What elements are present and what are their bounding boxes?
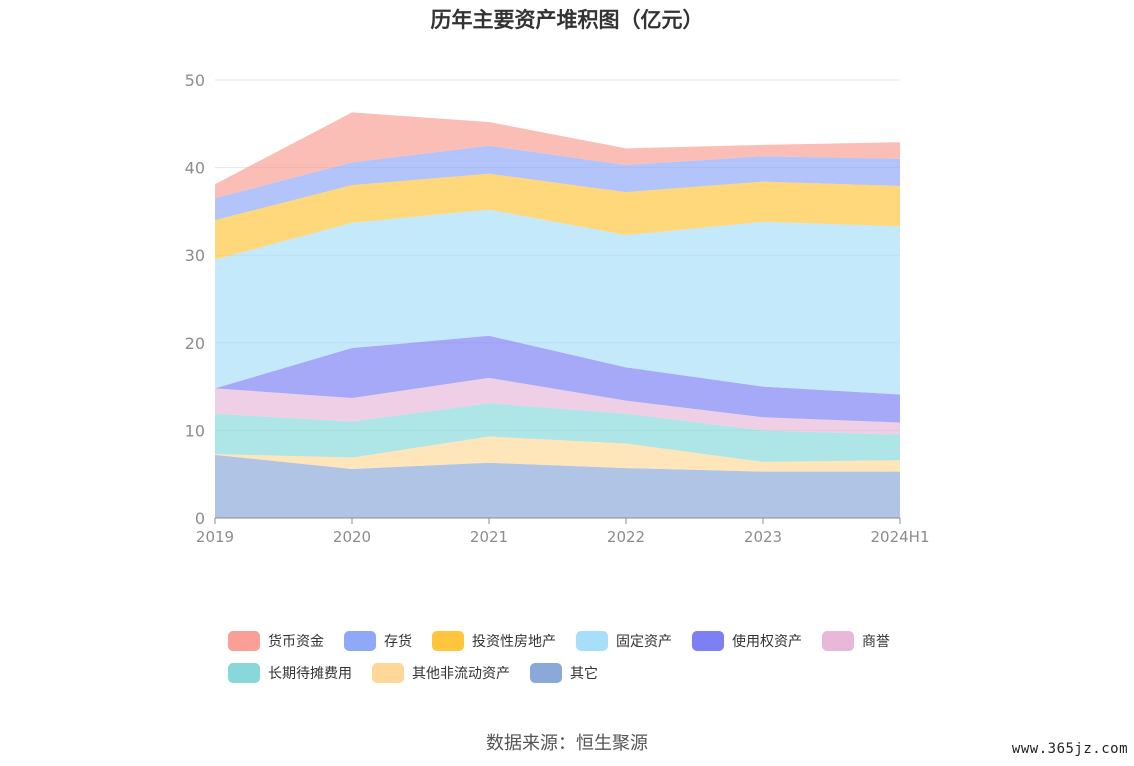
area-series-1 (215, 436, 900, 472)
legend-item[interactable]: 货币资金 (228, 630, 324, 652)
legend-item[interactable]: 商誉 (822, 630, 890, 652)
legend-swatch (530, 663, 562, 683)
x-tick-label: 2023 (744, 528, 782, 546)
area-series-8 (215, 112, 900, 199)
y-tick-label: 0 (195, 509, 205, 528)
legend: 货币资金 存货 投资性房地产 固定资产 使用权资产 商誉长期待摊费用 其他非流动资产 其它 (228, 630, 948, 684)
legend-swatch (822, 631, 854, 651)
legend-label: 存货 (384, 634, 412, 650)
legend-swatch (692, 631, 724, 651)
area-series-0 (215, 454, 900, 518)
legend-label: 固定资产 (616, 634, 672, 650)
area-series-2 (215, 403, 900, 462)
axes: 0 10 20 30 40 50 2019 2020 2021 2022 2023 2024H1 (185, 71, 930, 546)
y-tick-label: 50 (185, 71, 205, 90)
legend-item[interactable]: 长期待摊费用 (228, 662, 352, 684)
y-tick-label: 10 (185, 421, 205, 440)
area-series-5 (215, 209, 900, 395)
legend-swatch (432, 631, 464, 651)
legend-swatch (228, 663, 260, 683)
legend-item[interactable]: 固定资产 (576, 630, 672, 652)
legend-label: 货币资金 (268, 634, 324, 650)
chart-title: 历年主要资产堆积图（亿元） (430, 8, 704, 32)
area-series-7 (215, 145, 900, 221)
legend-label: 投资性房地产 (472, 634, 556, 650)
legend-label: 其他非流动资产 (412, 666, 510, 682)
watermark: www.365jz.com (1011, 741, 1128, 757)
x-tick-label: 2020 (333, 528, 371, 546)
y-tick-label: 40 (185, 159, 205, 178)
legend-swatch (576, 631, 608, 651)
legend-label: 使用权资产 (732, 634, 802, 650)
legend-item[interactable]: 存货 (344, 630, 412, 652)
data-source-label: 数据来源：恒生聚源 (486, 733, 648, 754)
legend-label: 其它 (570, 666, 598, 682)
legend-swatch (344, 631, 376, 651)
legend-swatch (228, 631, 260, 651)
x-tick-label: 2022 (607, 528, 645, 546)
legend-label: 商誉 (862, 634, 890, 650)
x-tick-label: 2019 (196, 528, 234, 546)
area-series-3 (215, 377, 900, 435)
x-tick-label: 2021 (470, 528, 508, 546)
legend-label: 长期待摊费用 (268, 666, 352, 682)
area-series-4 (215, 335, 900, 423)
legend-item[interactable]: 其它 (530, 662, 598, 684)
y-tick-label: 20 (185, 334, 205, 353)
legend-item[interactable]: 其他非流动资产 (372, 662, 510, 684)
legend-item[interactable]: 使用权资产 (692, 630, 802, 652)
area-series-6 (215, 173, 900, 260)
x-tick-label: 2024H1 (871, 528, 930, 546)
legend-item[interactable]: 投资性房地产 (432, 630, 556, 652)
area-series-group (215, 112, 900, 518)
y-tick-label: 30 (185, 246, 205, 265)
legend-swatch (372, 663, 404, 683)
